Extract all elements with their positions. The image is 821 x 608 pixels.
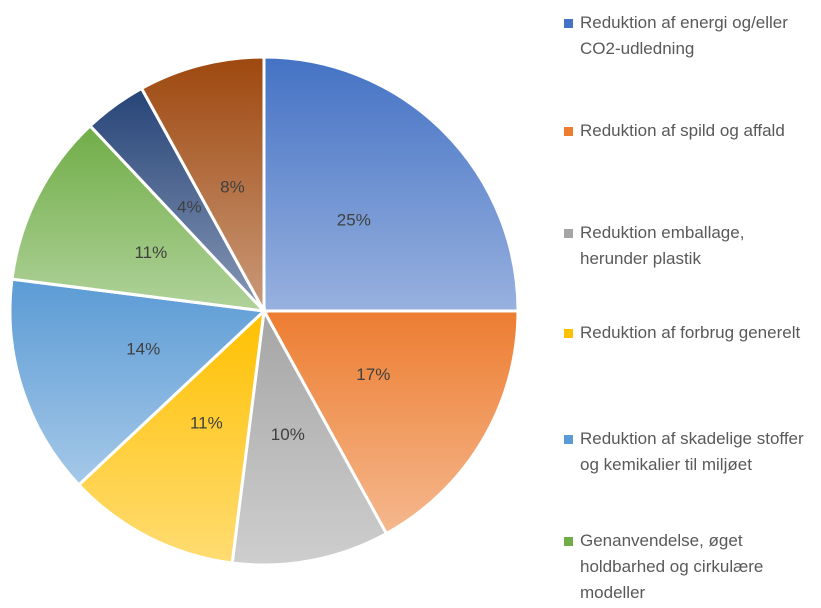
legend-entry: Reduktion emballage, herunder plastik: [562, 220, 817, 272]
data-label: 14%: [126, 340, 160, 359]
legend-swatch: [564, 127, 573, 136]
legend-swatch: [564, 19, 573, 28]
pie-slice: [262, 55, 520, 313]
data-label: 8%: [220, 177, 245, 196]
legend-entry: Reduktion af spild og affald: [562, 118, 817, 144]
legend-label: Reduktion af spild og affald: [580, 121, 785, 140]
legend-label: Reduktion emballage, herunder plastik: [580, 223, 745, 268]
legend-entry: Reduktion af skadelige stoffer og kemika…: [562, 426, 817, 478]
legend-swatch: [564, 329, 573, 338]
pie-slice: [76, 307, 267, 565]
legend-label: Genanvendelse, øget holdbarhed og cirkul…: [580, 531, 764, 602]
legend-swatch: [564, 537, 573, 546]
legend-label: Reduktion af forbrug generelt: [580, 323, 801, 342]
legend-label: Reduktion af energi og/eller CO2-udledni…: [580, 13, 788, 58]
chart: 25% 17% 10% 11% 14% 11% 4% 8%: [8, 55, 520, 567]
pie-slice: [139, 55, 266, 312]
legend-entry: Genanvendelse, øget holdbarhed og cirkul…: [562, 528, 817, 606]
legend-entry: Reduktion af forbrug generelt: [562, 320, 817, 346]
pie-slice: [261, 309, 520, 536]
data-label: 11%: [190, 414, 223, 433]
data-label: 10%: [271, 425, 305, 444]
data-label: 11%: [134, 243, 167, 262]
legend-swatch: [564, 229, 573, 238]
pie-slice: [8, 277, 268, 487]
data-label: 17%: [356, 365, 390, 384]
pie-slice: [230, 306, 389, 567]
data-label: 25%: [337, 211, 371, 230]
pie-slice: [10, 123, 268, 314]
data-label: 4%: [177, 198, 202, 217]
legend-label: Reduktion af skadelige stoffer og kemika…: [580, 429, 804, 474]
legend-entry: Reduktion af energi og/eller CO2-udledni…: [562, 10, 817, 62]
legend-swatch: [564, 435, 573, 444]
